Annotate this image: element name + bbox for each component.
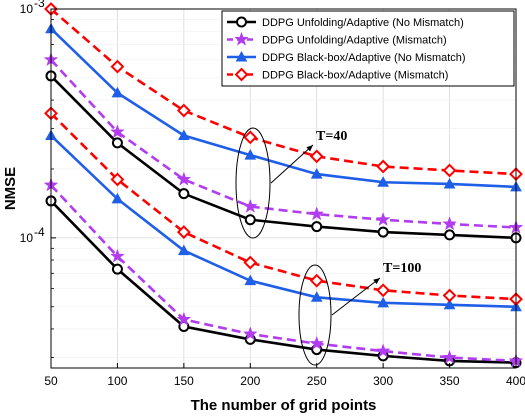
- data-point: [244, 149, 257, 160]
- data-point: [110, 59, 125, 74]
- x-tick-label: 350: [440, 374, 460, 388]
- data-point: [110, 172, 125, 187]
- data-point: [443, 298, 456, 310]
- data-point: [309, 335, 325, 350]
- data-point: [375, 211, 391, 227]
- annotations: T=40 T=100: [235, 127, 421, 366]
- x-tick-label: 100: [107, 374, 127, 388]
- x-tick-label: 50: [44, 374, 58, 388]
- data-point: [442, 349, 457, 364]
- annotation-label: T=40: [316, 129, 347, 144]
- y-tick-label: 10: [20, 231, 34, 245]
- data-point: [110, 248, 125, 263]
- data-point: [176, 225, 191, 239]
- data-point: [376, 283, 391, 298]
- data-point: [176, 171, 192, 186]
- data-point: [243, 255, 258, 270]
- data-point: [234, 31, 249, 46]
- legend-label: DDPG Black-box/Adaptive (Mismatch): [262, 70, 448, 82]
- data-point: [309, 206, 325, 221]
- data-point: [236, 16, 247, 28]
- annotation-ellipse: [298, 264, 332, 366]
- data-point: [310, 291, 323, 302]
- legend-label: DDPG Unfolding/Adaptive (Mismatch): [262, 35, 447, 47]
- x-tick-label: 400: [506, 374, 525, 388]
- x-axis-title: The number of grid points: [191, 397, 377, 414]
- data-point: [309, 273, 324, 288]
- annotation-ellipse: [235, 127, 271, 239]
- data-point: [244, 274, 257, 286]
- series-t40-diamond: [44, 2, 523, 181]
- legend-entry: DDPG Black-box/Adaptive (Mismatch): [227, 67, 448, 82]
- data-point: [442, 288, 457, 303]
- data-point: [111, 192, 124, 204]
- series-line: [50, 112, 517, 301]
- series-line: [50, 134, 517, 309]
- data-point: [178, 244, 190, 256]
- legend-box: [221, 10, 515, 87]
- annotation-t40: T=40: [235, 127, 347, 239]
- series-t100-star: [43, 177, 524, 368]
- annotation-arrow: [270, 144, 314, 184]
- data-point: [244, 214, 256, 226]
- series-line: [50, 27, 517, 189]
- data-point: [176, 311, 192, 326]
- legend-entry: DDPG Unfolding/Adaptive (Mismatch): [227, 31, 447, 47]
- series-t100-diamond: [44, 106, 523, 307]
- y-tick-label: 10: [20, 2, 34, 16]
- data-point: [377, 226, 389, 238]
- annotation-label: T=100: [383, 261, 421, 276]
- x-tick-label: 300: [373, 374, 393, 388]
- series-line: [50, 8, 517, 176]
- data-point: [375, 343, 391, 358]
- y-axis-title: NMSE: [2, 167, 19, 210]
- x-tick-label: 200: [240, 374, 260, 388]
- series-line: [50, 200, 517, 364]
- annotation-t100: T=100: [298, 261, 421, 366]
- data-point: [176, 103, 191, 118]
- data-point: [442, 216, 457, 231]
- data-point: [111, 137, 123, 149]
- x-tick-label: 250: [307, 374, 327, 388]
- data-point: [234, 67, 249, 82]
- data-point: [178, 129, 190, 141]
- data-point: [310, 168, 323, 179]
- data-point: [442, 163, 457, 178]
- data-point: [377, 176, 389, 187]
- legend: DDPG Unfolding/Adaptive (No Mismatch) DDP…: [221, 10, 515, 87]
- series-line: [50, 58, 517, 229]
- arrow-head: [373, 278, 380, 285]
- data-point: [235, 50, 248, 62]
- y-tick-exponent: -3: [34, 0, 45, 10]
- data-point: [243, 130, 258, 145]
- plot-frame: [50, 8, 517, 369]
- data-point: [376, 159, 391, 174]
- series-line: [50, 75, 517, 240]
- legend-label: DDPG Unfolding/Adaptive (No Mismatch): [262, 17, 464, 29]
- data-point: [111, 86, 124, 98]
- legend-entry: DDPG Unfolding/Adaptive (No Mismatch): [227, 16, 464, 29]
- data-point: [242, 198, 258, 213]
- series-line: [50, 184, 517, 363]
- series-t100-triangle: [45, 129, 522, 312]
- legend-label: DDPG Black-box/Adaptive (No Mismatch): [262, 52, 466, 64]
- arrow-head: [306, 145, 313, 152]
- data-point: [444, 229, 456, 241]
- series-layer: [43, 2, 524, 369]
- data-point: [311, 221, 323, 233]
- data-point: [242, 326, 258, 341]
- data-point: [377, 296, 389, 308]
- legend-entry: DDPG Black-box/Adaptive (No Mismatch): [227, 50, 466, 64]
- data-point: [443, 177, 456, 189]
- data-point: [111, 263, 123, 275]
- data-point: [178, 188, 190, 200]
- x-tick-label: 150: [174, 374, 194, 388]
- annotation-arrow: [331, 277, 381, 316]
- y-tick-exponent: -4: [34, 225, 45, 239]
- data-point: [110, 124, 125, 139]
- data-point: [309, 149, 324, 164]
